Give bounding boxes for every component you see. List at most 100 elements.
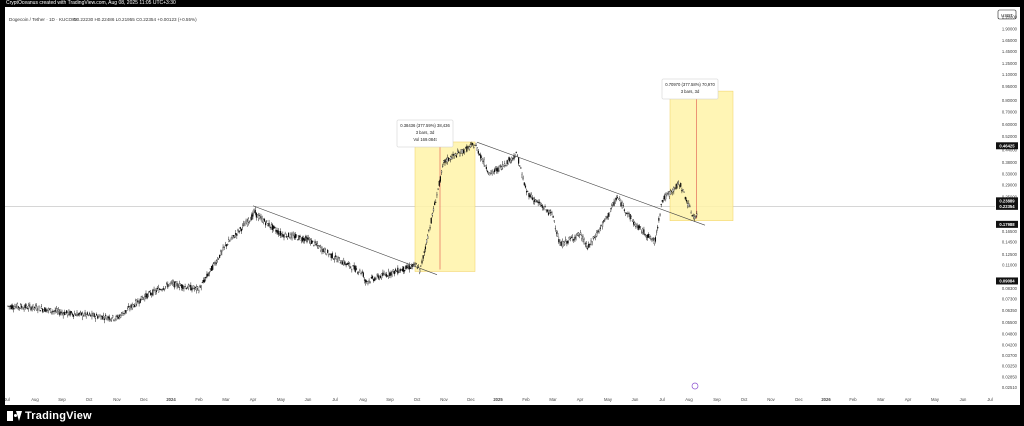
candle-body — [608, 212, 611, 215]
y-tick-label: 0.14500 — [1002, 240, 1018, 245]
candle-body — [630, 216, 632, 219]
candle-body — [692, 215, 694, 217]
candle-body — [232, 234, 234, 237]
candle-body — [569, 238, 571, 239]
candle-body — [683, 191, 685, 193]
candle-body — [22, 308, 24, 310]
candle-body — [691, 214, 693, 217]
candle-body — [228, 239, 230, 243]
candle-body — [535, 199, 537, 202]
trendline[interactable] — [252, 205, 438, 275]
candle-body — [658, 217, 660, 221]
candle-body — [465, 147, 467, 148]
candle-body — [62, 313, 64, 316]
candle-body — [132, 304, 134, 307]
candle-body — [644, 234, 646, 236]
candle-body — [498, 165, 500, 171]
candle-body — [191, 288, 193, 291]
candle-body — [423, 251, 425, 253]
candle-body — [680, 183, 682, 187]
candle-body — [601, 221, 604, 227]
measurement-label: Vol 169.084t — [413, 137, 437, 142]
candle-body — [159, 289, 161, 290]
candle-body — [486, 171, 489, 173]
y-tick-label: 0.16500 — [1002, 229, 1018, 234]
candle-body — [79, 311, 82, 313]
price-chart[interactable]: Dogecoin / Tether · 1D · KUCOINO0.22230 … — [5, 7, 1020, 405]
candle-body — [558, 239, 560, 243]
candle-body — [204, 279, 206, 283]
candle-body — [130, 304, 132, 308]
event-marker-icon[interactable] — [691, 382, 699, 390]
candle-body — [614, 200, 616, 202]
candle-body — [43, 309, 45, 312]
candle-body — [458, 152, 460, 154]
candle-body — [95, 314, 98, 316]
candle-body — [439, 176, 441, 182]
candle-body — [483, 159, 485, 166]
candle-body — [296, 235, 298, 237]
candle-body — [544, 206, 546, 208]
measurement-label-box — [661, 78, 719, 100]
candle-body — [642, 228, 644, 233]
candle-body — [237, 229, 239, 231]
trendline[interactable] — [476, 141, 706, 226]
candle-body — [388, 270, 390, 276]
candle-body — [682, 189, 684, 192]
candle-body — [169, 282, 171, 284]
x-tick-label: Jun — [632, 397, 639, 402]
candle-body — [362, 272, 364, 277]
candle-body — [168, 284, 170, 287]
candle-body — [394, 269, 397, 271]
candle-body — [523, 182, 525, 186]
candle-body — [454, 153, 456, 156]
measurement-box[interactable] — [669, 90, 734, 221]
candle-body — [637, 225, 639, 230]
candle-body — [282, 234, 284, 237]
candle-body — [463, 151, 466, 153]
candle-body — [343, 260, 345, 265]
candle-body — [432, 208, 435, 212]
x-tick-label: Aug — [685, 397, 693, 402]
candle-body — [408, 265, 410, 270]
candle-body — [519, 165, 521, 167]
y-tick-label: 2.20000 — [1002, 14, 1018, 19]
candle-body — [474, 144, 476, 146]
candle-body — [347, 263, 349, 265]
candle-body — [291, 233, 293, 239]
measurement-label: 0.38436 (377.59%) 38,436 — [400, 123, 450, 128]
candle-body — [52, 311, 54, 312]
candle-body — [23, 307, 25, 310]
candle-body — [230, 238, 232, 240]
candle-body — [346, 263, 348, 265]
candle-body — [71, 313, 73, 316]
candle-body — [656, 231, 658, 233]
candle-body — [520, 167, 522, 169]
x-tick-label: Feb — [849, 397, 857, 402]
chart-panel[interactable]: Dogecoin / Tether · 1D · KUCOIN O0.22230 … — [5, 7, 1020, 405]
candle-body — [409, 267, 412, 269]
tradingview-logo[interactable]: TradingView — [7, 410, 92, 422]
y-tick-label: 1.45000 — [1002, 49, 1018, 54]
candle-body — [606, 216, 608, 219]
candle-body — [174, 281, 176, 288]
candle-body — [162, 288, 164, 290]
candle-body — [314, 241, 316, 244]
candle-body — [470, 143, 473, 145]
candle-body — [201, 282, 203, 284]
currency-badge[interactable] — [997, 9, 1017, 20]
candle-body — [611, 205, 613, 208]
y-tick-label: 1.25000 — [1002, 61, 1018, 66]
candle-body — [17, 306, 19, 308]
candle-body — [378, 276, 381, 280]
candle-body — [446, 157, 448, 163]
candle-body — [488, 173, 490, 175]
candle-body — [457, 150, 459, 154]
candle-body — [254, 210, 256, 214]
candle-body — [49, 308, 52, 314]
candle-body — [643, 229, 645, 235]
candle-body — [500, 166, 502, 170]
candle-body — [338, 257, 340, 259]
candle-body — [158, 287, 160, 293]
candle-body — [552, 215, 554, 218]
